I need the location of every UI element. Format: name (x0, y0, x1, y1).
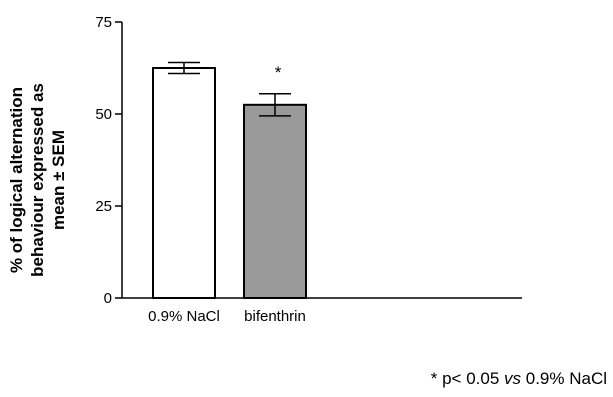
y-tick-label: 0 (104, 290, 112, 307)
footnote-vs: vs (504, 369, 522, 388)
y-tick-label: 25 (95, 198, 112, 215)
significance-marks: * (275, 63, 282, 82)
footnote-suffix: 0.9% NaCl (521, 369, 607, 388)
bars (152, 67, 307, 299)
footnote-prefix: * p< 0.05 (430, 369, 505, 388)
significance-mark: * (275, 63, 282, 82)
y-tick-label: 75 (95, 14, 112, 31)
significance-footnote: * p< 0.05 vs 0.9% NaCl (431, 369, 607, 389)
y-ticks: 0 25 50 75 (95, 14, 122, 307)
y-tick-label: 50 (95, 106, 112, 123)
y-axis-label-line-2: behaviour expressed as (28, 83, 47, 277)
category-labels: 0.9% NaCl bifenthrin (148, 308, 306, 325)
error-bars (168, 61, 291, 117)
y-axis-label-line-3: mean ± SEM (49, 130, 68, 230)
y-axis-label: % of logical alternation behaviour expre… (7, 83, 68, 277)
category-label: 0.9% NaCl (148, 308, 220, 325)
y-axis-label-line-1: % of logical alternation (7, 87, 26, 273)
bar (243, 103, 307, 299)
bar (152, 67, 216, 299)
category-label: bifenthrin (244, 308, 306, 325)
